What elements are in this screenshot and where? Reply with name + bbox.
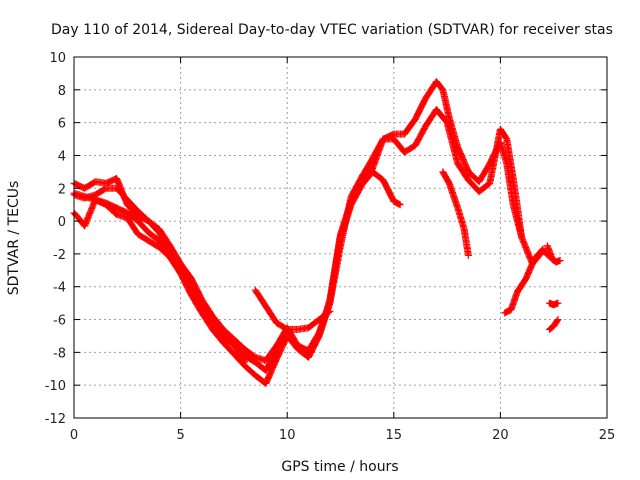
chart-title: Day 110 of 2014, Sidereal Day-to-day VTE… <box>51 22 613 38</box>
y-tick-label: 10 <box>49 51 66 66</box>
x-tick-label: 5 <box>176 428 184 443</box>
x-tick-label: 15 <box>386 428 403 443</box>
y-tick-label: -2 <box>53 248 66 263</box>
series-10 <box>545 316 562 333</box>
x-axis-label: GPS time / hours <box>281 459 398 475</box>
series-5-markers <box>251 286 334 333</box>
series-9-markers <box>545 299 562 309</box>
x-tick-label: 25 <box>599 428 616 443</box>
series-6-markers <box>439 168 472 259</box>
series-7-markers <box>501 245 547 317</box>
y-tick-label: -6 <box>53 314 66 329</box>
y-tick-label: -10 <box>45 379 66 394</box>
series-7 <box>501 245 547 317</box>
plot-frame <box>73 56 608 419</box>
x-tick-label: 10 <box>279 428 296 443</box>
y-tick-label: -8 <box>53 346 66 361</box>
series-9 <box>545 299 562 309</box>
y-axis-label: SDTVAR / TECUs <box>6 181 22 296</box>
y-tick-label: -4 <box>53 281 66 296</box>
series-8 <box>543 242 564 266</box>
x-tick-label: 0 <box>70 428 78 443</box>
y-tick-label: -12 <box>45 412 66 427</box>
y-tick-label: 6 <box>58 117 66 132</box>
x-tick-label: 20 <box>492 428 509 443</box>
series-10-markers <box>545 316 562 333</box>
series-5 <box>251 286 334 333</box>
y-tick-label: 8 <box>58 84 66 99</box>
series-6 <box>439 168 472 259</box>
y-tick-label: 2 <box>58 182 66 197</box>
y-tick-label: 4 <box>58 149 66 164</box>
y-tick-label: 0 <box>58 215 66 230</box>
series-8-markers <box>543 242 564 266</box>
